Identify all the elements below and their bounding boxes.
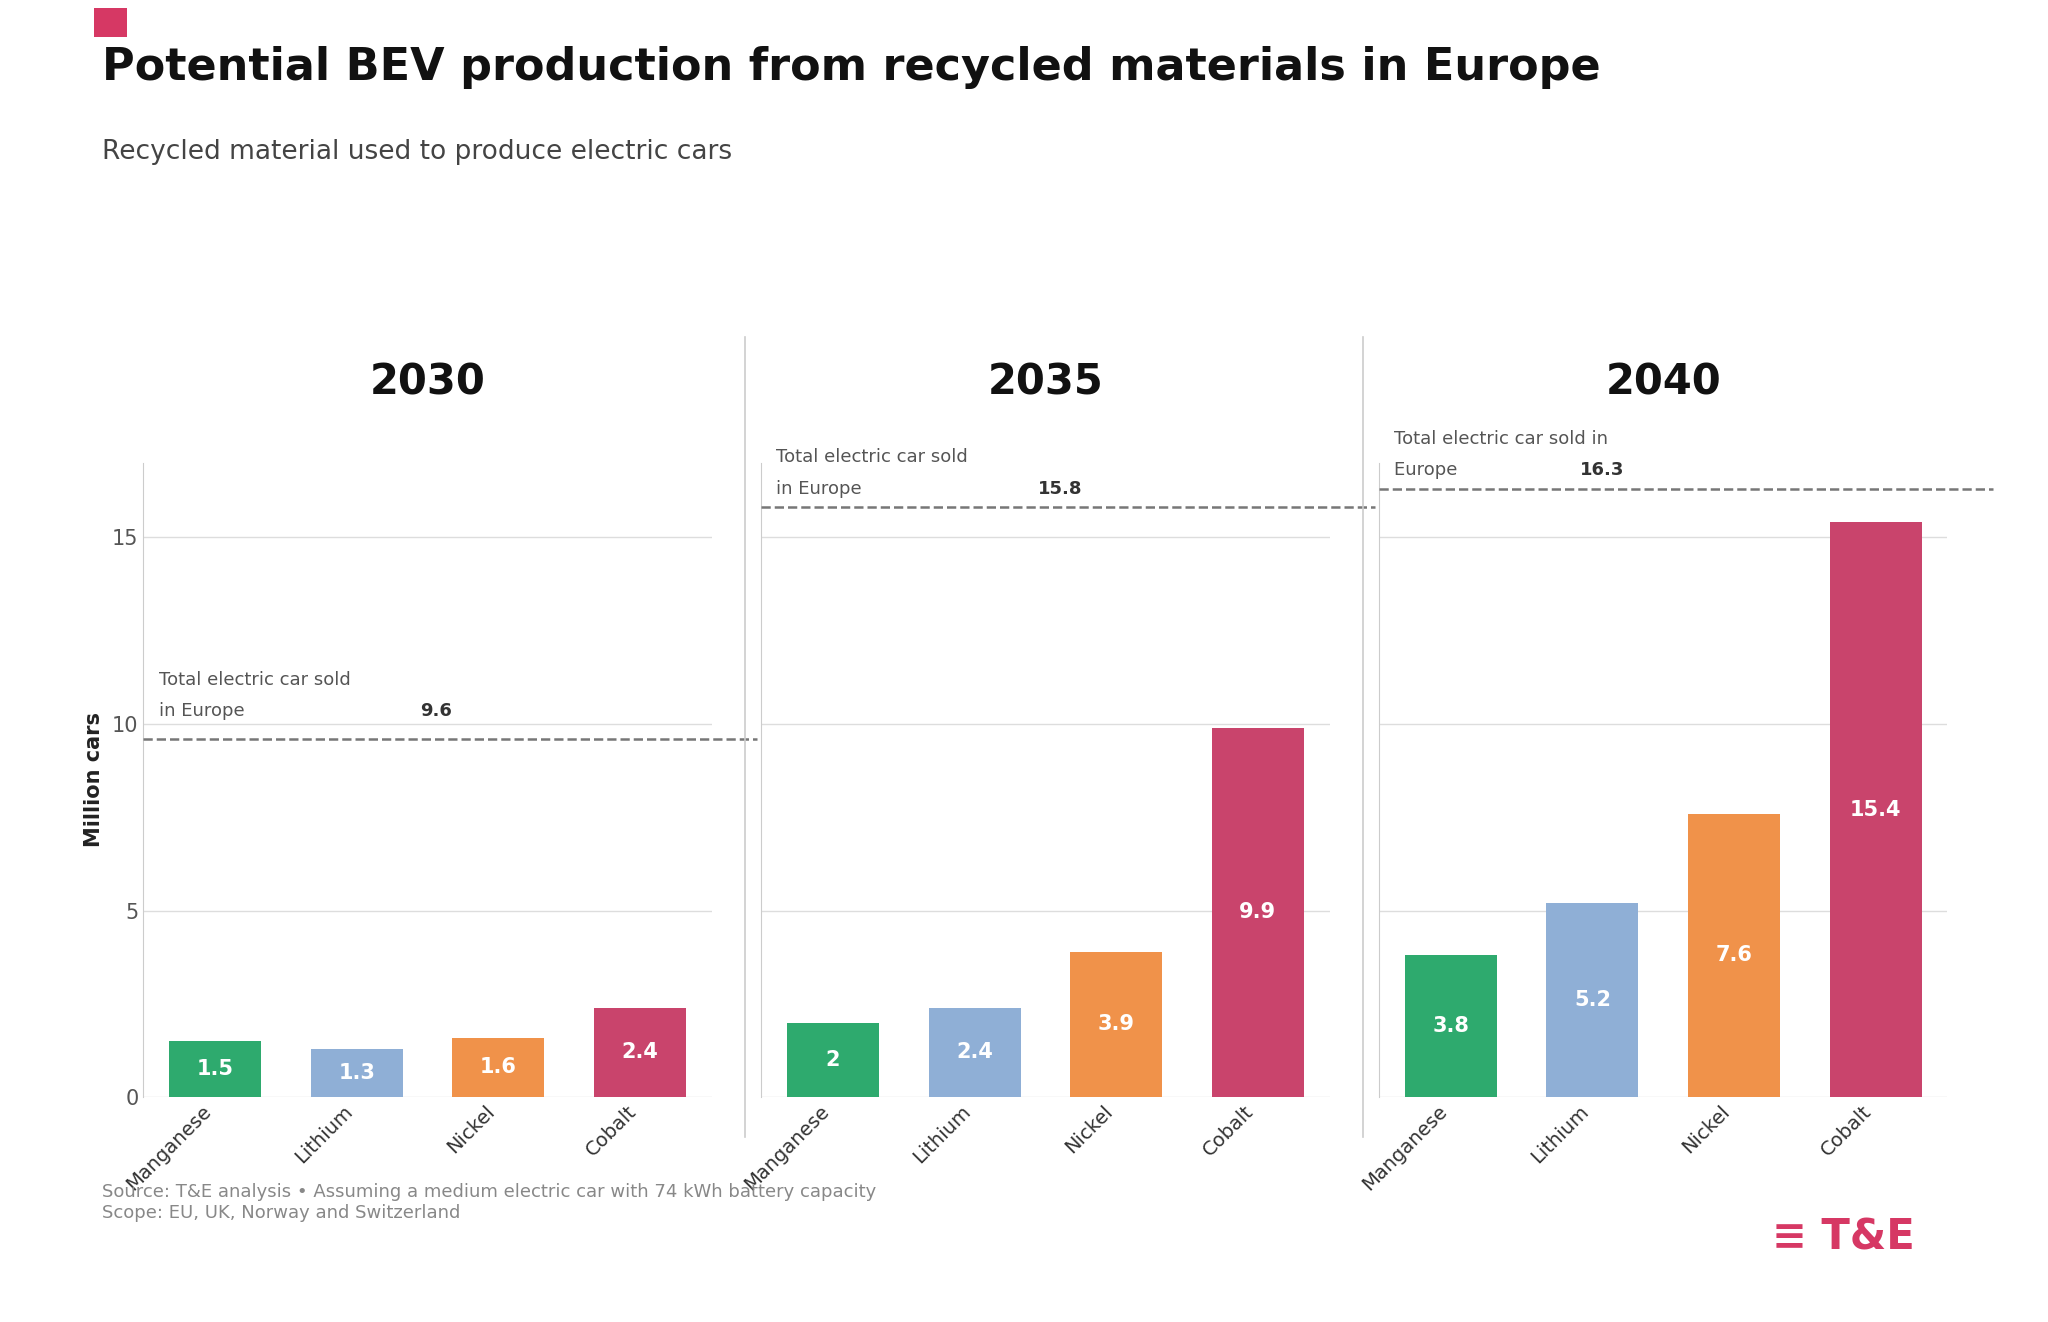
Text: Total electric car sold: Total electric car sold — [158, 670, 350, 689]
Text: 2.4: 2.4 — [956, 1043, 993, 1063]
Bar — [1405, 956, 1497, 1097]
Bar — [1212, 727, 1305, 1097]
Text: 3.9: 3.9 — [1098, 1014, 1135, 1035]
Text: 15.4: 15.4 — [1849, 800, 1901, 820]
Bar — [170, 1042, 262, 1097]
Text: 1.5: 1.5 — [197, 1059, 233, 1079]
Text: 3.8: 3.8 — [1432, 1017, 1468, 1036]
Text: in Europe: in Europe — [776, 480, 868, 498]
Bar — [1829, 522, 1921, 1097]
Text: 16.3: 16.3 — [1579, 461, 1624, 480]
Text: 5.2: 5.2 — [1575, 990, 1612, 1010]
Y-axis label: Million cars: Million cars — [84, 713, 104, 847]
Bar — [453, 1038, 545, 1097]
Text: 2030: 2030 — [369, 361, 485, 403]
Text: 1.6: 1.6 — [479, 1058, 516, 1077]
Text: ≡ T&E: ≡ T&E — [1772, 1216, 1915, 1259]
Text: Europe: Europe — [1395, 461, 1464, 480]
Text: 2.4: 2.4 — [621, 1043, 657, 1063]
Text: 9.9: 9.9 — [1239, 903, 1276, 923]
Text: Potential BEV production from recycled materials in Europe: Potential BEV production from recycled m… — [102, 46, 1602, 90]
Text: Source: T&E analysis • Assuming a medium electric car with 74 kWh battery capaci: Source: T&E analysis • Assuming a medium… — [102, 1183, 877, 1222]
Text: 2040: 2040 — [1606, 361, 1720, 403]
Text: 1.3: 1.3 — [338, 1063, 375, 1083]
Bar — [594, 1007, 686, 1097]
Text: 9.6: 9.6 — [420, 702, 453, 720]
Bar — [311, 1048, 403, 1097]
Bar — [928, 1007, 1020, 1097]
Bar — [1546, 903, 1638, 1097]
Text: in Europe: in Europe — [158, 702, 250, 720]
Text: 7.6: 7.6 — [1716, 945, 1753, 965]
Text: Total electric car sold in: Total electric car sold in — [1395, 430, 1608, 448]
Bar — [1688, 813, 1780, 1097]
Text: 2035: 2035 — [987, 361, 1104, 403]
Text: 15.8: 15.8 — [1038, 480, 1083, 498]
Text: Recycled material used to produce electric cars: Recycled material used to produce electr… — [102, 139, 733, 165]
Text: Total electric car sold: Total electric car sold — [776, 448, 969, 467]
Bar — [786, 1023, 879, 1097]
Bar — [1071, 952, 1161, 1097]
Text: 2: 2 — [825, 1050, 840, 1069]
